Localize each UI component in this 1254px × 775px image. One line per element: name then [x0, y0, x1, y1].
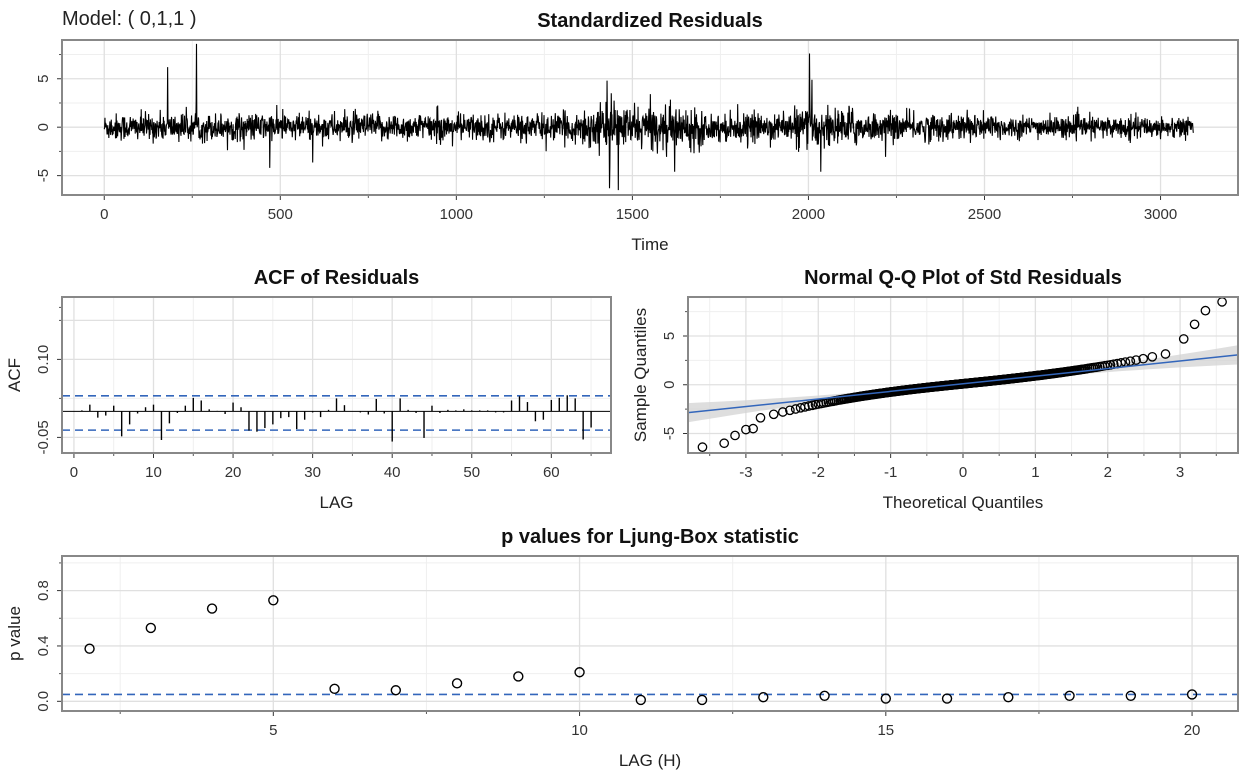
qq-reference-line	[687, 354, 1239, 414]
qq-point	[741, 424, 751, 435]
qq-point	[1189, 319, 1200, 330]
residuals-xtick-label: 1000	[440, 206, 473, 223]
qq-xtick-label: 2	[1104, 464, 1112, 481]
qq-ytick-label: 0	[661, 381, 678, 389]
acf-panel-border	[61, 296, 612, 454]
qq-point	[1200, 305, 1211, 316]
ljung-box-point	[941, 693, 953, 704]
ljung_box-ylabel: p value	[5, 606, 24, 661]
qq-point	[803, 401, 814, 411]
residuals-xtick-label: 2000	[792, 206, 825, 223]
residuals-title: Standardized Residuals	[537, 10, 763, 32]
qq-xtick-label: -3	[739, 464, 752, 481]
qq-point	[790, 404, 801, 414]
qq-point	[730, 430, 740, 441]
residuals-ytick-label: 5	[35, 75, 52, 83]
acf-xtick-label: 10	[145, 464, 162, 481]
qq-point	[1178, 334, 1189, 344]
qq-xlabel: Theoretical Quantiles	[883, 493, 1044, 512]
ljung-box-point	[268, 595, 279, 606]
acf-xtick-label: 50	[463, 464, 480, 481]
ljung-box-point	[880, 693, 892, 704]
acf-xtick-label: 20	[225, 464, 242, 481]
residuals-ytick-label: 0	[35, 123, 52, 131]
residuals-xtick-label: 3000	[1144, 206, 1177, 223]
model-label: Model: ( 0,1,1 )	[62, 8, 197, 30]
residuals-ytick-label: -5	[35, 169, 52, 182]
qq-xtick-label: 0	[959, 464, 967, 481]
ljung-box-point	[1003, 691, 1014, 703]
qq-point	[1217, 297, 1227, 307]
qq-xtick-label: 3	[1176, 464, 1184, 481]
qq-title: Normal Q-Q Plot of Std Residuals	[804, 267, 1122, 289]
qq-point	[1160, 349, 1171, 359]
ljung-box-point	[451, 678, 463, 689]
ljung-box-panel-border	[61, 555, 1239, 712]
ljung_box-title: p values for Ljung-Box statistic	[501, 526, 799, 548]
qq-ytick-label: 5	[661, 332, 678, 340]
ljung_box-xtick-label: 15	[877, 722, 894, 739]
qq-xtick-label: -1	[884, 464, 897, 481]
ljung-box-point	[574, 667, 585, 678]
qq-point	[1138, 353, 1149, 364]
residuals-xlabel: Time	[631, 235, 668, 254]
residuals-series-line	[103, 43, 1194, 191]
qq-point	[1131, 355, 1141, 365]
qq-ylabel: Sample Quantiles	[631, 308, 650, 442]
acf-ytick-label: -0.05	[35, 420, 52, 454]
ljung-box-point	[758, 691, 769, 703]
ljung_box-xlabel: LAG (H)	[619, 751, 681, 770]
qq-point	[719, 438, 730, 449]
qq-xtick-label: -2	[812, 464, 825, 481]
acf-ylabel: ACF	[5, 358, 24, 392]
acf-ytick-label: 0.10	[35, 345, 52, 374]
ljung_box-ytick-label: 0.4	[35, 636, 52, 657]
acf-xtick-label: 30	[304, 464, 321, 481]
residuals-xtick-label: 1500	[616, 206, 649, 223]
ljung-box-point	[696, 694, 708, 706]
qq-point	[755, 412, 766, 423]
acf-xtick-label: 60	[543, 464, 560, 481]
ljung_box-ytick-label: 0.0	[35, 691, 52, 712]
ljung-box-point	[1064, 690, 1075, 701]
qq-ytick-label: -5	[661, 427, 678, 440]
qq-point	[748, 423, 758, 434]
qq-point	[785, 405, 795, 416]
residuals-xtick-label: 0	[100, 206, 108, 223]
ljung-box-point	[145, 622, 157, 634]
residuals-xtick-label: 2500	[968, 206, 1001, 223]
qq-point	[697, 442, 708, 452]
ljung_box-xtick-label: 20	[1184, 722, 1201, 739]
residuals-xtick-label: 500	[268, 206, 293, 223]
acf-xtick-label: 40	[384, 464, 401, 481]
ljung_box-xtick-label: 10	[571, 722, 588, 739]
ljung-box-point	[513, 671, 524, 682]
ljung-box-point	[329, 683, 340, 695]
qq-point	[800, 402, 810, 412]
ljung_box-xtick-label: 5	[269, 722, 277, 739]
acf-title: ACF of Residuals	[254, 267, 420, 289]
acf-xlabel: LAG	[319, 493, 353, 512]
acf-xtick-label: 0	[70, 464, 78, 481]
ljung-box-point	[1186, 689, 1198, 700]
residuals-panel-border	[61, 39, 1239, 196]
ljung-box-point	[819, 690, 830, 701]
ljung-box-point	[635, 694, 647, 706]
qq-point	[1147, 351, 1158, 362]
qq-point	[768, 409, 779, 420]
qq-xtick-label: 1	[1031, 464, 1039, 481]
ljung-box-point	[206, 603, 218, 614]
ljung-box-point	[84, 643, 95, 654]
ljung_box-ytick-label: 0.8	[35, 580, 52, 601]
ljung-box-point	[1125, 690, 1137, 701]
qq-point	[777, 407, 788, 417]
qq-point	[1125, 356, 1136, 367]
ljung-box-point	[390, 685, 402, 696]
qq-panel-border	[687, 296, 1239, 454]
